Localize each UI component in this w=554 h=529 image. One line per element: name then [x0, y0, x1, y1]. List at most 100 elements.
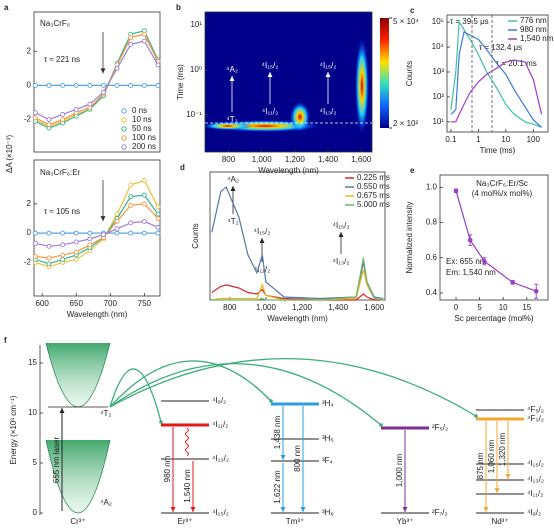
y-tick-label: 5 [33, 458, 38, 467]
data-point [141, 38, 147, 44]
data-point [32, 230, 38, 236]
data-point [128, 41, 134, 47]
arrow-head [402, 507, 408, 512]
data-point [60, 117, 66, 123]
data-point [141, 178, 147, 183]
series-line [35, 30, 159, 129]
annotation: Ex: 655 nm [446, 257, 487, 266]
data-point [60, 230, 66, 236]
legend-label: 50 ns [132, 124, 152, 133]
data-point [114, 230, 120, 236]
data-point [141, 201, 147, 207]
nonradiative-relaxation [185, 427, 189, 457]
data-point [482, 258, 487, 264]
y-tick-label: 0 [27, 81, 32, 90]
data-point [155, 204, 161, 210]
data-point [32, 254, 38, 259]
data-point [73, 256, 79, 262]
data-point [73, 106, 79, 112]
series-line [35, 220, 159, 247]
transition-upper: ⁴A₂ [226, 65, 238, 74]
x-tick-label: 1,400 [318, 155, 339, 164]
series-line [450, 31, 543, 128]
transition-upper: ⁴I₁₅/₂ [254, 227, 271, 236]
level-label: ⁴I₁₃/₂ [212, 454, 229, 463]
data-point [60, 82, 66, 88]
arrow-head [280, 455, 286, 460]
y-tick-label: 10 [28, 408, 37, 417]
legend-marker [121, 117, 127, 123]
panel-letter: c [410, 6, 415, 15]
data-point [87, 101, 93, 107]
transition-label: 1,000 nm [395, 453, 404, 487]
y-tick-label: 0.8 [426, 218, 438, 227]
x-tick-label: 600 [35, 299, 49, 308]
data-point [32, 115, 38, 121]
level-label: ³H₆ [322, 508, 334, 517]
transfer-arc [109, 358, 477, 417]
x-tick-label: 5 [477, 303, 482, 312]
transition-upper: ⁴I₁₅/₂ [262, 61, 279, 70]
data-point [114, 82, 120, 88]
data-point [32, 110, 38, 116]
data-point [155, 62, 161, 68]
x-axis-label: Wavelength (nm) [258, 166, 319, 175]
transition-label: 1,060 nm [487, 439, 496, 473]
colorbar [380, 18, 389, 128]
data-point [114, 226, 120, 232]
x-tick-label: 700 [104, 299, 118, 308]
transition-upper: ⁴I₁₅/₂ [333, 221, 350, 230]
arrow-head [100, 216, 106, 222]
y-tick-label: -2 [24, 115, 32, 124]
data-point [73, 249, 79, 255]
transfer-arc [109, 360, 272, 408]
transition-lower: ⁴I₁₁/₂ [254, 265, 270, 274]
panel-letter: f [4, 336, 7, 345]
series-line [211, 269, 384, 301]
panel-letter: a [4, 3, 9, 12]
heatmap-blob [205, 122, 253, 130]
x-axis-label: Sc percentage (mol%) [454, 314, 533, 323]
legend-label: 5.000 ms [357, 200, 390, 209]
plot-frame [446, 14, 549, 133]
data-point [32, 240, 38, 246]
arrow-head [230, 186, 236, 191]
arrow-head [100, 68, 106, 74]
heatmap-blob [355, 38, 369, 134]
x-tick-label: 0 [454, 303, 459, 312]
annotation: Na₃CrF₆:Er [40, 168, 81, 177]
potential-curve [45, 342, 111, 408]
arrow-head [300, 507, 306, 512]
data-point [46, 255, 52, 261]
level-label: ²F₇/₂ [432, 508, 448, 517]
arrow-head [229, 76, 235, 81]
transition-lower: ⁴I₁₃/₂ [320, 107, 337, 116]
panel-letter: e [410, 166, 415, 175]
level-label: ⁴A₂ [100, 498, 112, 507]
y-tick-label: 0 [33, 508, 38, 517]
data-point [155, 230, 161, 236]
data-point [155, 224, 161, 230]
data-point [87, 82, 93, 88]
arrow-head [280, 507, 286, 512]
colorbar-label: 5 × 10⁴ [393, 17, 419, 26]
data-point [128, 230, 134, 236]
y-tick-label: 15 [28, 358, 37, 367]
arrow-head [190, 507, 196, 512]
arrow-head [338, 232, 344, 237]
arrow-head [170, 507, 176, 512]
transition-label: 1,320 nm [498, 432, 507, 466]
x-tick-label: 650 [70, 299, 84, 308]
legend-label: 0.675 ms [357, 191, 390, 200]
legend-marker [121, 144, 127, 150]
transition-label: 980 nm [163, 455, 172, 482]
y-tick-label: 10³ [432, 67, 444, 76]
x-tick-label: 10 [501, 135, 510, 144]
level-label: ⁴I₉/₂ [527, 508, 541, 517]
transition-lower: ⁴I₁₁/₂ [262, 107, 278, 116]
data-point [453, 188, 459, 194]
data-point [46, 230, 52, 236]
transition-label: 875 nm [476, 452, 485, 479]
series-line [35, 179, 159, 268]
